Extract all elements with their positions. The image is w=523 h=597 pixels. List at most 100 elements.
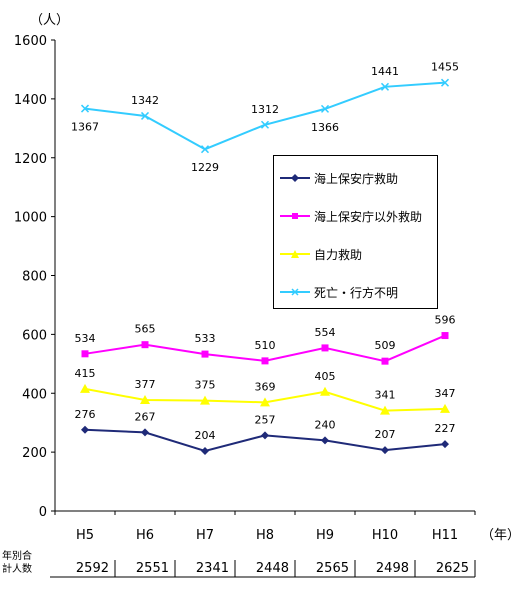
data-label: 405 bbox=[315, 370, 336, 383]
data-point bbox=[80, 104, 90, 113]
data-point bbox=[261, 357, 269, 365]
data-point bbox=[320, 104, 330, 113]
total-value: 2592 bbox=[76, 561, 109, 576]
legend-item: 海上保安庁以外救助 bbox=[280, 207, 422, 225]
legend-label: 海上保安庁以外救助 bbox=[314, 209, 423, 224]
diamond-marker-icon bbox=[280, 174, 310, 182]
series-1: 534 565 533 510 554 509 596 bbox=[75, 314, 456, 365]
data-point bbox=[260, 397, 270, 407]
data-label: 1455 bbox=[431, 61, 459, 74]
y-tick-label: 1400 bbox=[14, 93, 47, 108]
x-tick-label: H7 bbox=[196, 528, 214, 543]
y-tick-label: 200 bbox=[22, 446, 47, 461]
data-point bbox=[141, 428, 149, 437]
data-label: 510 bbox=[255, 339, 276, 352]
data-label: 347 bbox=[435, 387, 456, 400]
total-value: 2551 bbox=[136, 561, 169, 576]
data-label: 534 bbox=[75, 332, 96, 345]
data-point bbox=[140, 395, 150, 405]
data-label: 257 bbox=[255, 413, 276, 426]
legend-label: 自力救助 bbox=[314, 247, 363, 262]
legend-label: 海上保安庁救助 bbox=[314, 171, 399, 186]
data-label: 596 bbox=[435, 314, 456, 327]
total-value: 2341 bbox=[196, 561, 229, 576]
data-label: 1441 bbox=[371, 65, 399, 78]
data-label: 1342 bbox=[131, 94, 159, 107]
data-point bbox=[81, 425, 89, 434]
data-point bbox=[380, 405, 390, 415]
total-value: 2498 bbox=[376, 561, 409, 576]
data-label: 369 bbox=[255, 380, 276, 393]
data-label: 204 bbox=[195, 429, 216, 442]
x-axis-unit: （年） bbox=[481, 528, 520, 543]
y-tick-label: 600 bbox=[22, 328, 47, 343]
y-tick-label: 1000 bbox=[14, 211, 47, 226]
data-label: 341 bbox=[375, 389, 396, 402]
data-point bbox=[80, 383, 90, 393]
total-value: 2565 bbox=[316, 561, 349, 576]
data-point bbox=[261, 431, 269, 440]
data-label: 375 bbox=[195, 379, 216, 392]
data-label: 533 bbox=[195, 332, 216, 345]
data-point bbox=[200, 145, 210, 154]
data-point bbox=[200, 395, 210, 405]
y-tick-label: 800 bbox=[22, 270, 47, 285]
data-label: 207 bbox=[375, 428, 396, 441]
total-value: 2625 bbox=[436, 561, 469, 576]
x-tick-label: H5 bbox=[76, 528, 94, 543]
square-marker-icon bbox=[280, 213, 310, 219]
data-point bbox=[380, 82, 390, 91]
y-tick-label: 1600 bbox=[14, 34, 47, 49]
data-point bbox=[381, 446, 389, 455]
legend-label: 死亡・行方不明 bbox=[314, 285, 399, 300]
series-0: 276 267 204 257 240 207 227 bbox=[75, 408, 456, 455]
x-tick-label: H11 bbox=[432, 528, 458, 543]
data-label: 1229 bbox=[191, 161, 219, 174]
data-point bbox=[441, 440, 449, 449]
data-point bbox=[321, 436, 329, 445]
x-tick-label: H6 bbox=[136, 528, 154, 543]
series-3: 1367 1342 1229 1312 1366 1441 1455 bbox=[71, 61, 459, 175]
x-tick-label: H8 bbox=[256, 528, 274, 543]
y-tick-label: 0 bbox=[39, 505, 47, 520]
totals-label-line1: 年別合 bbox=[2, 549, 32, 562]
x-tick-label: H9 bbox=[316, 528, 334, 543]
x-tick-label: H10 bbox=[372, 528, 398, 543]
series-line bbox=[84, 81, 446, 151]
total-value: 2448 bbox=[256, 561, 289, 576]
data-label: 554 bbox=[315, 326, 336, 339]
data-point bbox=[440, 403, 450, 413]
data-point bbox=[141, 341, 149, 349]
data-label: 240 bbox=[315, 418, 336, 431]
data-label: 377 bbox=[135, 378, 156, 391]
legend-item: 海上保安庁救助 bbox=[280, 169, 398, 187]
data-point bbox=[381, 357, 389, 365]
data-label: 415 bbox=[75, 367, 96, 380]
data-point bbox=[441, 332, 449, 340]
data-label: 509 bbox=[375, 339, 396, 352]
triangle-marker-icon bbox=[280, 250, 310, 258]
y-tick-label: 400 bbox=[22, 387, 47, 402]
data-label: 267 bbox=[135, 410, 156, 423]
x-marker-icon bbox=[280, 288, 310, 296]
totals-label-line2: 計人数 bbox=[2, 562, 32, 575]
chart-legend: 海上保安庁救助 海上保安庁以外救助 自力救助 死亡・行方不明 bbox=[273, 155, 438, 309]
data-label: 565 bbox=[135, 323, 156, 336]
data-point bbox=[260, 120, 270, 129]
y-tick-label: 1200 bbox=[14, 152, 47, 167]
data-label: 1367 bbox=[71, 121, 99, 134]
data-point bbox=[201, 350, 209, 358]
data-label: 1366 bbox=[311, 121, 339, 134]
data-point bbox=[320, 386, 330, 396]
data-point bbox=[201, 446, 209, 455]
data-label: 227 bbox=[435, 422, 456, 435]
data-label: 276 bbox=[75, 408, 96, 421]
series-2: 415 377 375 369 405 341 347 bbox=[75, 367, 456, 415]
y-axis-unit: （人） bbox=[30, 13, 69, 28]
data-point bbox=[440, 78, 450, 87]
legend-item: 自力救助 bbox=[280, 245, 362, 263]
legend-item: 死亡・行方不明 bbox=[280, 283, 398, 301]
data-point bbox=[81, 350, 89, 358]
data-point bbox=[140, 111, 150, 120]
